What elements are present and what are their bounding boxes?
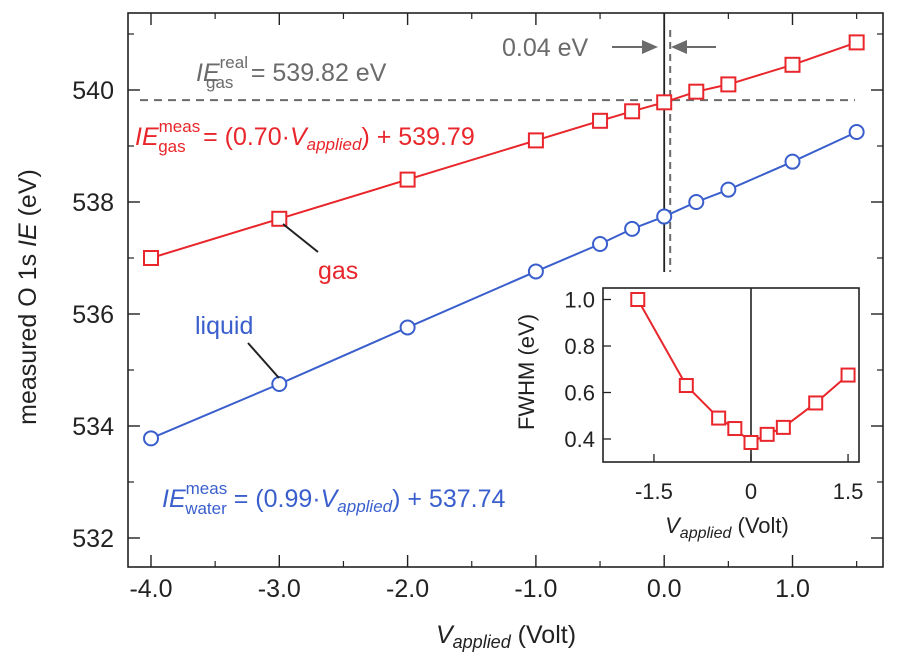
x-axis-title-v: V — [436, 621, 455, 649]
gas-point — [271, 210, 288, 227]
inset-y-tick-label: 0.8 — [564, 334, 595, 359]
liquid-point — [688, 194, 705, 210]
x-tick-label: -3.0 — [258, 575, 301, 603]
inset-x-title-unit: (Volt) — [731, 513, 788, 538]
offset-arrow-left-head — [642, 40, 658, 54]
y-axis-title-ie: IE — [14, 223, 42, 247]
annotation-gas-fit-sup: meas — [159, 117, 201, 136]
inset-plot: -1.5 0 1.5 0.4 0.6 0.8 1.0 Vapplied (Volt) FWHM … — [514, 287, 864, 542]
liquid-point — [143, 430, 159, 447]
annotation-water-fit-ie: IE — [162, 485, 186, 513]
inset-y-axis-title: FWHM (eV) — [514, 314, 539, 430]
gas-point — [784, 56, 801, 73]
x-axis-title-sub: applied — [453, 632, 512, 652]
gas-point — [624, 103, 641, 120]
annotation-ie-real-ie: IE — [196, 59, 220, 87]
inset-point — [678, 378, 694, 394]
gas-point — [848, 34, 865, 51]
y-tick-label: 538 — [72, 189, 114, 217]
x-tick-label: 0.0 — [647, 575, 682, 603]
annotation-water-fit-pre: = (0.99· — [227, 485, 321, 513]
annotation-gas-fit-v: V — [290, 123, 309, 151]
x-axis-title-unit: (Volt) — [511, 621, 576, 649]
annotation-water-fit-vsub: applied — [337, 497, 392, 516]
inset-x-title-sub: applied — [680, 525, 733, 542]
gas-point — [399, 171, 416, 188]
x-tick-label: 1.0 — [775, 575, 810, 603]
annotation-ie-real: IEreal gas = 539.82 eV — [196, 53, 387, 92]
y-axis-title-unit: (eV) — [14, 169, 42, 223]
annotation-gas-fit: IEmeas gas = (0.70·Vapplied) + 539.79 — [135, 117, 475, 156]
inset-point — [840, 367, 856, 383]
annotation-water-fit: IEmeas water = (0.99·Vapplied) + 537.74 — [162, 479, 505, 518]
annotation-gas-fit-ie: IE — [135, 123, 159, 151]
annotation-ie-real-sup: real — [220, 53, 248, 72]
leader-line-gas — [282, 223, 319, 253]
annotation-gas-fit-sub: gas — [158, 137, 185, 156]
inset-point — [743, 434, 759, 450]
x-tick-label: -2.0 — [386, 575, 429, 603]
annotation-gas-fit-post: ) + 539.79 — [361, 123, 474, 151]
gas-point — [656, 94, 673, 111]
inset-y-tick-label: 1.0 — [564, 288, 595, 313]
inset-point — [759, 426, 775, 442]
inset-x-tick-label: 0 — [745, 479, 757, 504]
inset-point — [808, 395, 824, 411]
main-plot: -4.0 -3.0 -2.0 -1.0 0.0 1.0 532 534 536 538 540 Vap… — [14, 12, 884, 652]
annotation-water-fit-sup: meas — [186, 479, 228, 498]
annotation-water-fit-v: V — [321, 485, 340, 513]
inset-x-title-v: V — [665, 513, 682, 538]
gas-point — [720, 76, 737, 93]
plot-frame — [127, 12, 884, 568]
inset-x-axis-title: Vapplied (Volt) — [665, 513, 789, 542]
inset-y-tick-label: 0.4 — [564, 427, 595, 452]
gas-point — [688, 83, 705, 100]
annotation-water-fit-post: ) + 537.74 — [392, 485, 505, 513]
annotation-water-fit-sub: water — [184, 499, 227, 518]
gas-point — [527, 132, 544, 149]
annotation-gas-fit-vsub: applied — [307, 135, 362, 154]
y-tick-label: 536 — [72, 301, 114, 329]
liquid-point — [656, 208, 673, 225]
offset-arrow-right-head — [671, 40, 687, 54]
annotation-offset: 0.04 eV — [502, 34, 589, 62]
label-gas: gas — [318, 257, 358, 285]
gas-point — [143, 250, 159, 266]
annotation-gas-fit-pre: = (0.70· — [196, 123, 290, 151]
y-tick-label: 532 — [72, 525, 114, 553]
inset-point — [630, 292, 646, 307]
inset-point — [727, 421, 743, 437]
inset-point — [775, 419, 791, 435]
inset-x-tick-label: 1.5 — [833, 479, 864, 504]
liquid-point — [848, 124, 865, 140]
liquid-point — [271, 376, 288, 392]
liquid-point — [720, 181, 737, 198]
inset-point — [711, 410, 727, 426]
liquid-point — [399, 319, 416, 336]
leader-line-liquid — [247, 342, 280, 379]
y-axis-title-prefix: measured O 1s — [14, 247, 42, 425]
x-axis-title: Vapplied (Volt) — [436, 621, 576, 652]
inset-x-tick-label: -1.5 — [635, 479, 673, 504]
y-tick-label: 534 — [72, 413, 114, 441]
gas-point — [592, 112, 609, 129]
y-axis-title: measured O 1s IE (eV) — [14, 169, 42, 425]
annotation-ie-real-sub: gas — [206, 73, 233, 92]
x-tick-label: -4.0 — [129, 575, 172, 603]
liquid-point — [624, 220, 641, 237]
label-liquid: liquid — [195, 312, 253, 340]
liquid-point — [784, 153, 801, 170]
liquid-point — [592, 236, 609, 252]
liquid-point — [527, 263, 544, 280]
x-tick-label: -1.0 — [514, 575, 557, 603]
annotation-ie-real-rest: = 539.82 eV — [244, 59, 387, 87]
inset-y-tick-label: 0.6 — [564, 381, 595, 406]
y-tick-label: 540 — [72, 77, 114, 105]
